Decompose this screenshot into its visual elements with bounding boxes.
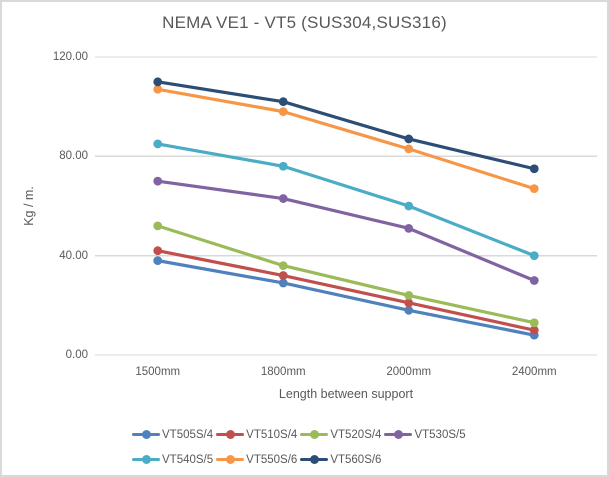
legend-label: VT560S/6 [330, 453, 382, 466]
series-line-VT520S/4 [156, 224, 536, 325]
legend-item-VT510S/4: VT510S/4 [216, 429, 297, 441]
data-point [278, 107, 288, 117]
legend-label: VT510S/4 [246, 428, 298, 441]
legend-item-VT520S/4: VT520S/4 [300, 429, 381, 441]
data-point [153, 176, 163, 186]
data-point [404, 298, 414, 308]
y-tick-label: 80.00 [59, 150, 88, 163]
legend-item-VT550S/6: VT550S/6 [216, 454, 297, 466]
series-line-VT530S/5 [156, 179, 536, 283]
data-point [278, 271, 288, 280]
data-point [278, 97, 288, 107]
data-point [404, 144, 414, 154]
legend-marker-icon [132, 430, 160, 440]
y-tick-label: 0.00 [65, 349, 88, 361]
chart-legend: VT505S/4 VT510S/4 VT520S/4 VT530S/5 VT540S/5… [132, 422, 469, 472]
legend-marker-icon [300, 455, 329, 465]
y-tick-label: 40.00 [59, 249, 88, 262]
legend-item-VT505S/4: VT505S/4 [132, 429, 213, 441]
legend-marker-icon [384, 430, 413, 440]
data-point [404, 134, 414, 144]
legend-marker-icon [216, 455, 245, 465]
legend-label: VT530S/5 [414, 428, 466, 441]
legend-marker-icon [132, 455, 160, 465]
data-point [278, 194, 288, 203]
data-point [153, 256, 163, 266]
y-tick-label: 120.00 [52, 51, 88, 63]
data-point [153, 77, 163, 87]
legend-row: VT540S/5 VT550S/6 VT560S/6 [132, 447, 469, 472]
x-tick-label: 1500mm [135, 366, 181, 378]
data-point [278, 278, 288, 288]
data-point [404, 201, 414, 211]
data-point [404, 305, 414, 315]
legend-label: VT550S/6 [246, 453, 298, 466]
x-tick-label: 2000mm [386, 366, 432, 378]
data-point [153, 246, 163, 256]
series-line-VT510S/4 [156, 249, 536, 332]
data-point [404, 223, 414, 233]
legend-marker-icon [216, 430, 245, 440]
series-line-VT550S/6 [156, 87, 536, 191]
legend-item-VT560S/6: VT560S/6 [300, 454, 381, 466]
legend-item-VT540S/5: VT540S/5 [132, 454, 213, 466]
data-point [529, 318, 539, 328]
data-point [529, 325, 539, 335]
x-tick-label: 1800mm [260, 366, 306, 378]
data-point [529, 251, 539, 261]
x-tick-label: 2400mm [511, 366, 557, 378]
data-point [529, 164, 539, 174]
y-axis-title: Kg / m. [22, 186, 36, 226]
series-line-VT540S/5 [156, 142, 536, 258]
data-point [278, 261, 288, 270]
data-point [404, 291, 414, 300]
series-line-VT505S/4 [156, 259, 536, 337]
data-point [278, 161, 288, 171]
data-point [529, 276, 539, 285]
legend-label: VT505S/4 [162, 428, 214, 441]
legend-row: VT505S/4 VT510S/4 VT520S/4 VT530S/5 [132, 422, 469, 447]
series-line-VT560S/6 [156, 80, 536, 171]
legend-item-VT530S/5: VT530S/5 [384, 428, 466, 441]
chart-title: NEMA VE1 - VT5 (SUS304,SUS316) [162, 13, 447, 32]
data-point [153, 84, 163, 94]
legend-marker-icon [300, 430, 329, 440]
data-point [153, 139, 163, 149]
legend-label: VT540S/5 [162, 453, 214, 466]
data-point [529, 184, 539, 194]
legend-label: VT520S/4 [330, 428, 382, 441]
x-axis-title: Length between support [278, 387, 414, 401]
data-point [153, 221, 163, 231]
